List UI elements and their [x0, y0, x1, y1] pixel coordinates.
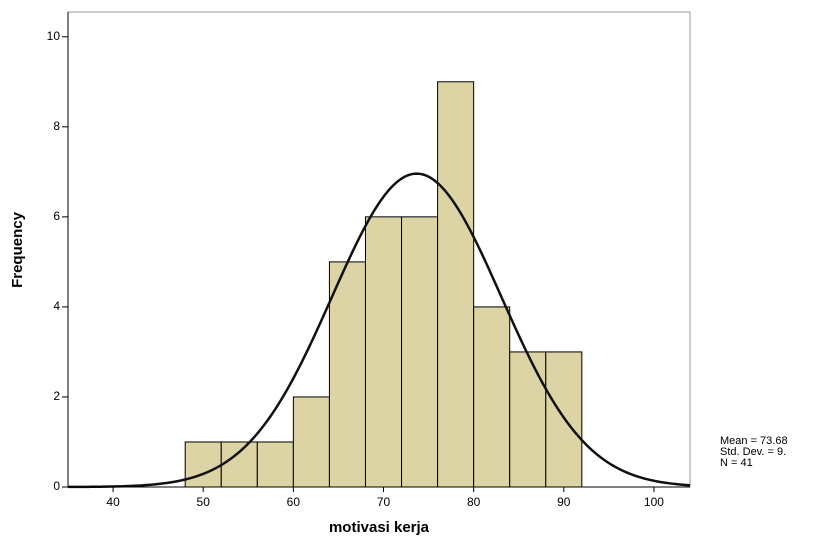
x-tick-label: 80 [467, 495, 481, 509]
x-tick-label: 60 [287, 495, 301, 509]
bar [510, 352, 546, 487]
y-tick-label: 6 [53, 209, 60, 223]
bar [329, 262, 365, 487]
bar [185, 442, 221, 487]
chart: motivasi kerja Frequency 0 2 4 6 8 10 40 50 60 70… [0, 0, 821, 539]
bar [438, 82, 474, 487]
y-tick-label: 10 [47, 29, 61, 43]
y-tick-label: 4 [53, 299, 60, 313]
bar [257, 442, 293, 487]
bar [402, 217, 438, 487]
bar [221, 442, 257, 487]
x-axis-title: motivasi kerja [329, 519, 430, 536]
y-tick-label: 2 [53, 389, 60, 403]
bar [293, 397, 329, 487]
y-axis-title: Frequency [9, 211, 26, 288]
y-tick-label: 8 [53, 119, 60, 133]
x-tick-label: 40 [106, 495, 120, 509]
x-tick-label: 90 [557, 495, 571, 509]
bar [365, 217, 401, 487]
y-tick-label: 0 [53, 479, 60, 493]
stat-label: N = 41 [720, 457, 753, 469]
x-tick-label: 100 [644, 495, 664, 509]
x-tick-label: 70 [377, 495, 391, 509]
bar [474, 307, 510, 487]
x-tick-label: 50 [197, 495, 211, 509]
